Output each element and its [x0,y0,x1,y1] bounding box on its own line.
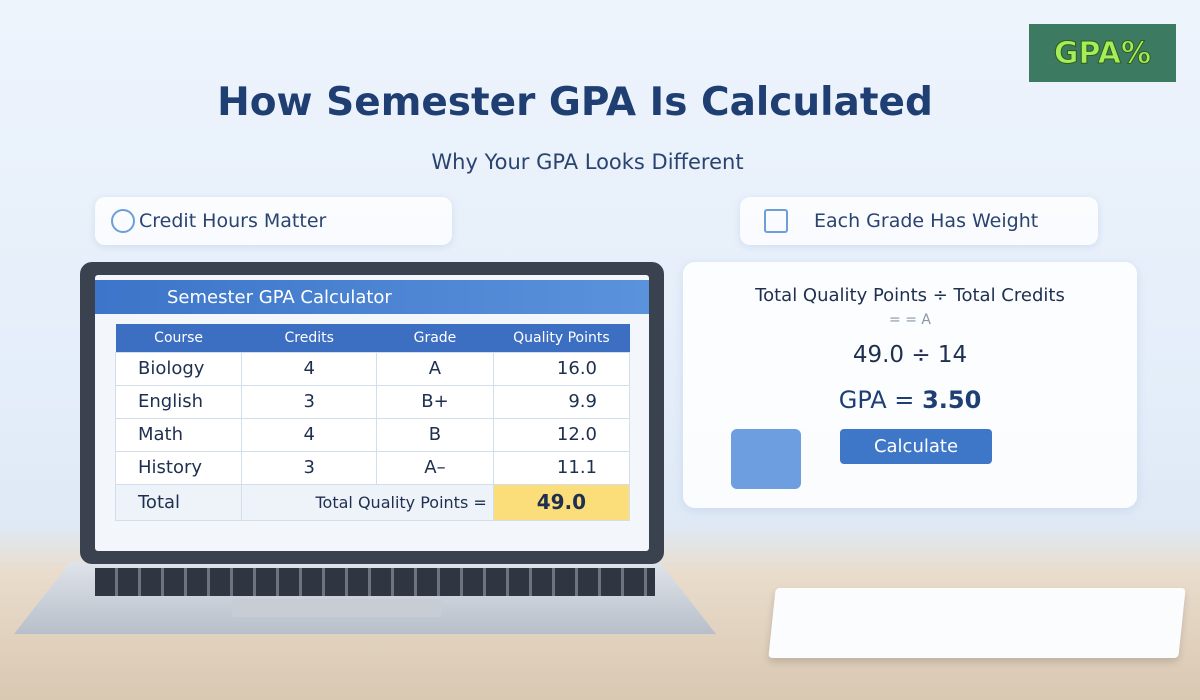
pill-label: Credit Hours Matter [139,210,327,232]
credits-cell: 3 [241,384,378,419]
scale-icon [764,209,788,233]
trackpad [232,599,442,617]
laptop: Semester GPA Calculator Course Credits Gra… [80,262,664,564]
total-points-value: 49.0 [492,483,631,521]
grades-table: Course Credits Grade Quality Points Biology… [114,324,631,521]
formula-card: Total Quality Points ÷ Total Credits = =… [683,262,1137,508]
notebook [768,588,1186,658]
table-row: Biology 4 A 16.0 [114,351,631,386]
pill-label: Each Grade Has Weight [814,210,1039,232]
total-label: Total [114,483,243,521]
credits-cell: 4 [241,351,378,386]
gpa-logo: GPA% [1029,24,1176,82]
gpa-label: GPA = [838,386,915,414]
formula-line: Total Quality Points ÷ Total Credits [755,285,1065,306]
course-cell: History [114,450,243,485]
credits-cell: 3 [241,450,378,485]
pill-credit-hours: Credit Hours Matter [95,197,452,245]
credits-cell: 4 [241,417,378,452]
calculator-icon [731,429,801,489]
page-title: How Semester GPA Is Calculated [217,80,933,125]
points-cell: 9.9 [492,384,631,419]
course-cell: English [114,384,243,419]
grade-cell: A– [376,450,494,485]
points-cell: 12.0 [492,417,631,452]
calculate-button[interactable]: Calculate [840,429,992,464]
calculator-title: Semester GPA Calculator [167,286,392,308]
col-header: Grade [376,324,494,352]
formula-values: 49.0 ÷ 14 [852,342,968,368]
points-cell: 11.1 [492,450,631,485]
formula-equals: = = A [889,312,931,328]
total-points-label: Total Quality Points = [241,483,494,521]
grade-cell: B+ [376,384,494,419]
laptop-screen: Semester GPA Calculator Course Credits Gra… [95,275,649,551]
gpa-value: 3.50 [922,386,982,414]
calculator-header: Semester GPA Calculator [95,280,649,314]
col-header: Credits [241,324,377,352]
clock-icon [111,209,135,233]
table-row: English 3 B+ 9.9 [114,384,631,419]
page-subtitle: Why Your GPA Looks Different [431,150,744,174]
table-row: Math 4 B 12.0 [114,417,631,452]
grade-cell: B [376,417,494,452]
course-cell: Math [114,417,243,452]
total-row: Total Total Quality Points = 49.0 [114,483,631,521]
col-header: Quality Points [493,324,630,352]
table-row: History 3 A– 11.1 [114,450,631,485]
col-header: Course [115,324,242,352]
grade-cell: A [376,351,494,386]
pill-grade-weight: Each Grade Has Weight [740,197,1098,245]
course-cell: Biology [114,351,243,386]
keyboard [95,568,655,596]
points-cell: 16.0 [492,351,631,386]
